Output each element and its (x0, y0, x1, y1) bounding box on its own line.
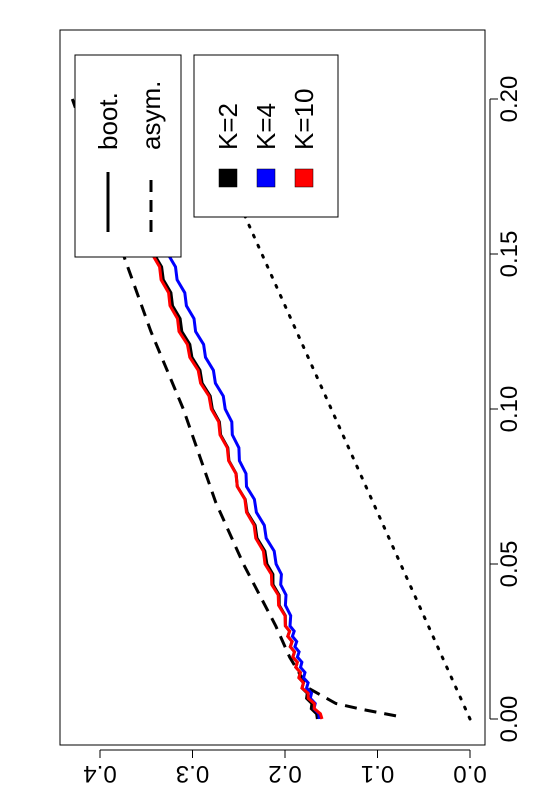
legend-swatch (294, 168, 314, 188)
y-tick-label: 0.0 (453, 760, 486, 787)
y-tick-label: 0.2 (268, 760, 301, 787)
legend-box (74, 54, 182, 258)
legend-box (193, 54, 339, 218)
x-tick-label: 0.00 (496, 696, 523, 743)
legend-label: asym. (136, 81, 166, 150)
legend-line-styles: boot. asym. (74, 54, 182, 258)
legend-swatch (256, 168, 276, 188)
legend-swatch (218, 168, 238, 188)
y-tick-label: 0.4 (83, 760, 116, 787)
legend-label: K=2 (213, 103, 243, 150)
y-tick-label: 0.3 (176, 760, 209, 787)
plot-frame (59, 29, 486, 746)
legend-colors: K=2 K=4 K=10 (193, 54, 339, 218)
x-tick-label: 0.10 (496, 386, 523, 433)
x-tick-label: 0.15 (496, 231, 523, 278)
x-tick-label: 0.20 (496, 76, 523, 123)
plot-area: 0.00 0.05 0.10 0.15 0.20 0.0 0.1 0.2 0.3 0.4 (59, 29, 523, 787)
x-tick-label: 0.05 (496, 541, 523, 588)
y-tick-label: 0.1 (361, 760, 394, 787)
legend-label: boot. (93, 92, 123, 150)
legend-label: K=10 (289, 89, 319, 150)
series-line-reference (191, 97, 472, 721)
legend-label: K=4 (251, 103, 281, 150)
